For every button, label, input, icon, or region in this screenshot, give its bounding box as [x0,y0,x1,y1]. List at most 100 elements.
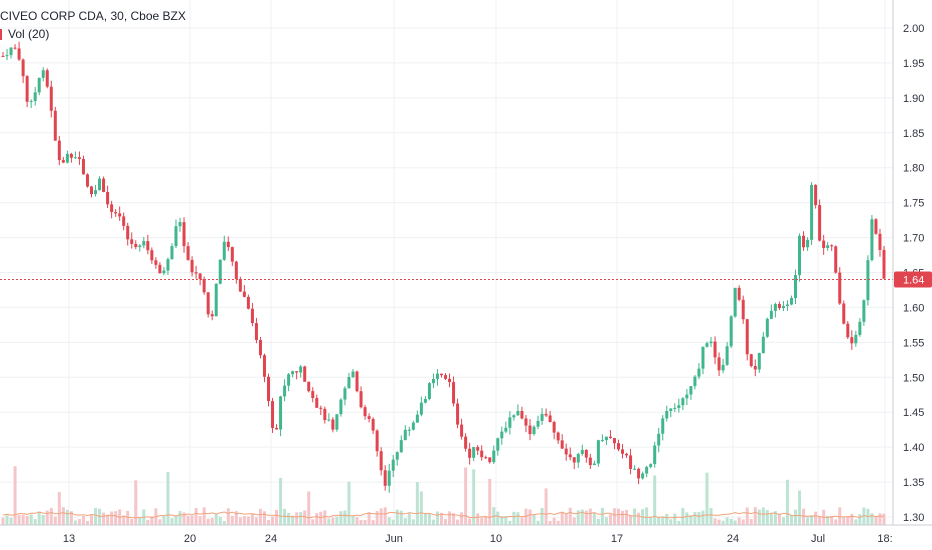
candle-body [283,385,287,397]
volume-bar [134,480,138,525]
candle-body [303,366,307,382]
volume-bar [242,516,246,525]
volume-bar [769,512,773,525]
candle-body [516,411,520,416]
volume-bar [604,517,608,525]
volume-bar [85,520,89,525]
candle-body [343,388,347,400]
volume-bar [230,515,234,525]
volume-bar [737,517,741,525]
candle-body [275,427,279,430]
candle-body [701,346,705,369]
candle-body [737,287,741,300]
volume-bar [138,517,142,525]
candle-body [488,457,492,463]
volume-bar [287,512,291,525]
volume-bar [279,477,283,525]
candle-body [106,192,110,205]
candle-body [616,443,620,450]
volume-bar [480,517,484,525]
candle-body [218,259,222,284]
candle-body [174,226,178,247]
volume-bar [102,512,106,525]
candle-body [798,235,802,276]
candle-body [403,429,407,441]
volume-bar [544,488,548,525]
volume-bar [572,517,576,525]
volume-bar [431,519,435,525]
volume-bar [854,519,858,525]
candle-body [693,376,697,387]
candle-body [355,371,359,392]
candle-body [138,245,142,248]
candle-body [806,239,810,248]
candle-body [842,303,846,324]
candle-body [444,375,448,379]
candle-body [234,261,238,279]
volume-bar [448,511,452,525]
candle-body [641,473,645,479]
volume-bar [158,519,162,525]
volume-bar [600,507,604,525]
price-axis[interactable]: 2.001.951.901.851.801.751.701.651.601.55… [903,23,924,524]
volume-bar [645,507,649,525]
volume-bar [435,511,439,525]
candle-body [387,470,391,486]
candle-body [162,270,166,274]
volume-bar [777,514,781,525]
volume-bar [271,516,275,525]
volume-bar [476,513,480,525]
volume-bar [725,517,729,525]
candle-body [810,184,814,240]
candle-body [721,364,725,371]
volume-bar [299,512,303,525]
volume-bar [830,516,834,525]
time-axis[interactable]: 13 20 24 Jun 10 17 24 Jul 18: [63,533,893,545]
candle-body [592,463,596,466]
volume-legend-row[interactable]: Vol (20) [0,26,186,42]
candle-body [13,47,17,49]
candle-body [335,414,339,430]
candle-body [862,300,866,322]
volume-bar [439,512,443,525]
volume-bar [612,508,616,525]
candle-body [359,391,363,408]
volume-bar [826,515,830,525]
volume-bar [673,513,677,525]
candle-body [391,459,395,471]
candle-body [633,468,637,470]
x-tick-label: Jul [811,533,825,545]
volume-bar [576,510,580,525]
candle-body [773,304,777,311]
candle-body [367,416,371,419]
candle-body [375,430,379,452]
candle-body [665,411,669,419]
candle-body [9,47,13,56]
volume-color-swatch [0,28,2,40]
candle-body [254,323,258,341]
candle-body [661,418,665,434]
candle-body [178,222,182,227]
candle-body [580,449,584,454]
candle-body [415,414,419,423]
volume-bar [367,512,371,525]
candle-body [448,378,452,383]
symbol-legend-row[interactable]: CIVEO CORP CDA, 30, Cboe BZX [0,8,186,24]
candle-body [114,212,118,214]
candle-body [194,272,198,274]
volume-bar [295,512,299,525]
y-tick-label: 1.50 [903,372,924,384]
candle-body [528,425,532,435]
volume-bar [689,515,693,525]
candle-body [717,357,721,371]
volume-bar [57,492,61,525]
volume-bar [705,472,709,525]
volume-bar [327,518,331,525]
volume-bar [331,517,335,525]
volume-bar [781,517,785,525]
candle-body [287,374,291,386]
candle-body [769,310,773,319]
volume-bar [335,516,339,525]
volume-bar [194,508,198,525]
